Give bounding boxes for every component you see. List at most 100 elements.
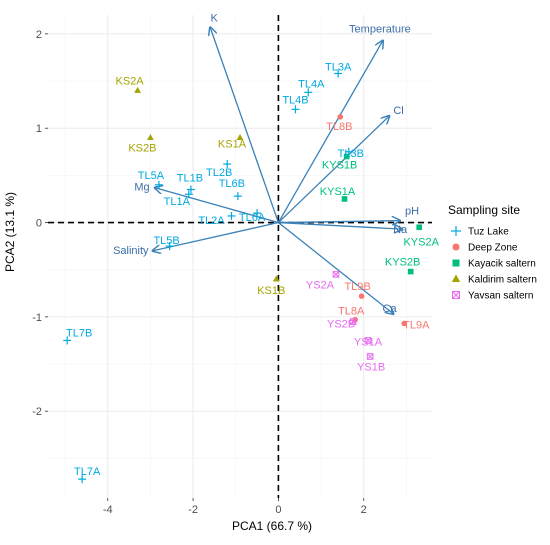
y-tick-label: -1 [32, 312, 42, 324]
point-ks1a [236, 134, 244, 141]
loading-arrow-na [278, 221, 402, 230]
x-tick-label: -2 [188, 504, 198, 516]
point-tl6b [233, 192, 242, 201]
x-tick-label: 0 [275, 504, 281, 516]
point-tl4b [291, 105, 300, 114]
y-tick-label: 2 [36, 29, 42, 41]
legend-label-tuz-lake: Tuz Lake [468, 227, 509, 238]
point-tl7a [78, 475, 87, 484]
loading-label-salinity: Salinity [113, 245, 149, 257]
x-axis-title: PCA1 (66.7 %) [232, 519, 312, 533]
loading-label-mg: Mg [134, 182, 149, 194]
y-tick-label: 1 [36, 123, 42, 135]
point-tl6a [253, 209, 262, 218]
point-label-tl3a: TL3A [325, 61, 352, 73]
x-tick-label: -4 [103, 504, 113, 516]
loading-arrow-mg [155, 188, 279, 224]
point-ks1b [272, 275, 280, 282]
legend-item-kayacik-saltern: Kayacik saltern [449, 256, 536, 270]
point-label-tl5b: TL5B [153, 235, 179, 247]
point-tl9a [401, 320, 408, 327]
legend-label-yavsan-saltern: Yavsan saltern [468, 291, 533, 302]
y-tick-label: 0 [36, 218, 42, 230]
point-label-ys1b: YS1B [357, 361, 385, 373]
point-kys2a [416, 224, 422, 231]
point-label-tl3b: TL3B [338, 148, 364, 160]
point-label-tl2b: TL2B [206, 167, 232, 179]
legend-key-kayacik-saltern [452, 259, 460, 267]
loading-arrow-k [210, 27, 280, 223]
point-ks2a [134, 86, 141, 93]
legend-label-kayacik-saltern: Kayacik saltern [468, 259, 536, 270]
point-tl2b [223, 160, 232, 169]
point-label-tl7a: TL7A [74, 466, 101, 478]
loading-label-cl: Cl [393, 105, 403, 117]
legend-label-deep-zone: Deep Zone [468, 243, 518, 254]
loading-label-na: Na [393, 224, 408, 236]
point-label-kys2a: KYS2A [403, 236, 439, 248]
legend-item-tuz-lake: Tuz Lake [449, 224, 509, 238]
loading-arrow-ca [277, 222, 393, 315]
point-label-tl9a: TL9A [403, 319, 430, 331]
point-label-tl6b: TL6B [219, 178, 245, 190]
legend: Sampling site Tuz Lake Deep Zone Kayacik s… [448, 203, 537, 302]
point-ks2b [147, 134, 154, 141]
point-label-kys1a: KYS1A [320, 186, 356, 198]
point-label-ks2b: KS2B [128, 143, 156, 155]
point-label-tl6a: TL6A [239, 212, 266, 224]
point-label-ys2b: YS2B [327, 319, 355, 331]
y-tick-label: -2 [32, 406, 42, 418]
point-ys2b [349, 318, 357, 325]
y-axis-title: PCA2 (13.1 %) [3, 192, 17, 272]
legend-item-kaldirim-saltern: Kaldirim saltern [449, 272, 537, 286]
loading-label-ph: pH [405, 206, 419, 218]
legend-item-yavsan-saltern: Yavsan saltern [449, 288, 533, 302]
legend-label-kaldirim-saltern: Kaldirim saltern [468, 275, 537, 286]
point-label-kys2b: KYS2B [385, 257, 420, 269]
loading-arrow-ph [278, 221, 400, 223]
point-label-tl5a: TL5A [138, 170, 165, 182]
x-tick-label: 2 [361, 504, 367, 516]
point-label-tl8a: TL8A [338, 306, 365, 318]
point-kys1b [343, 153, 350, 160]
point-label-tl1b: TL1B [177, 173, 203, 185]
grid [48, 15, 432, 498]
point-tl9b [358, 293, 365, 299]
sample-points [63, 69, 422, 484]
legend-item-deep-zone: Deep Zone [449, 240, 518, 254]
loading-arrow-cl [277, 116, 389, 224]
point-tl2a [227, 211, 236, 220]
point-label-ks1b: KS1B [257, 285, 285, 297]
point-ys2a [332, 271, 340, 278]
loading-label-temperature: Temperature [349, 23, 411, 35]
legend-title: Sampling site [448, 203, 520, 217]
point-label-ks2a: KS2A [116, 75, 145, 87]
point-tl8b [337, 114, 344, 120]
point-tl3a [334, 69, 343, 78]
point-label-ks1a: KS1A [218, 139, 247, 151]
point-tl5b [165, 242, 174, 251]
point-label-tl1a: TL1A [164, 196, 191, 208]
point-label-tl2a: TL2A [198, 215, 225, 227]
point-label-tl9b: TL9B [344, 281, 370, 293]
point-tl7b [63, 336, 72, 345]
point-tl4a [304, 88, 313, 97]
reference-lines [48, 15, 432, 498]
point-label-tl8b: TL8B [326, 121, 352, 133]
point-tl5a [154, 180, 163, 189]
point-ys1a [364, 337, 372, 344]
loading-arrow-temperature [277, 40, 383, 223]
loading-label-k: K [210, 12, 218, 24]
point-kys1a [341, 196, 348, 202]
point-label-tl4a: TL4A [298, 78, 325, 90]
point-label-ys2a: YS2A [306, 279, 335, 291]
legend-key-yavsan-saltern [452, 291, 460, 299]
point-label-tl7b: TL7B [66, 327, 92, 339]
legend-key-kaldirim-saltern [451, 274, 461, 282]
legend-key-deep-zone [452, 243, 460, 251]
point-tl1b [186, 185, 195, 194]
axis-ticks: -4 -2 0 2 -2 -1 0 1 2 [32, 29, 367, 516]
point-kys2b [407, 268, 414, 275]
